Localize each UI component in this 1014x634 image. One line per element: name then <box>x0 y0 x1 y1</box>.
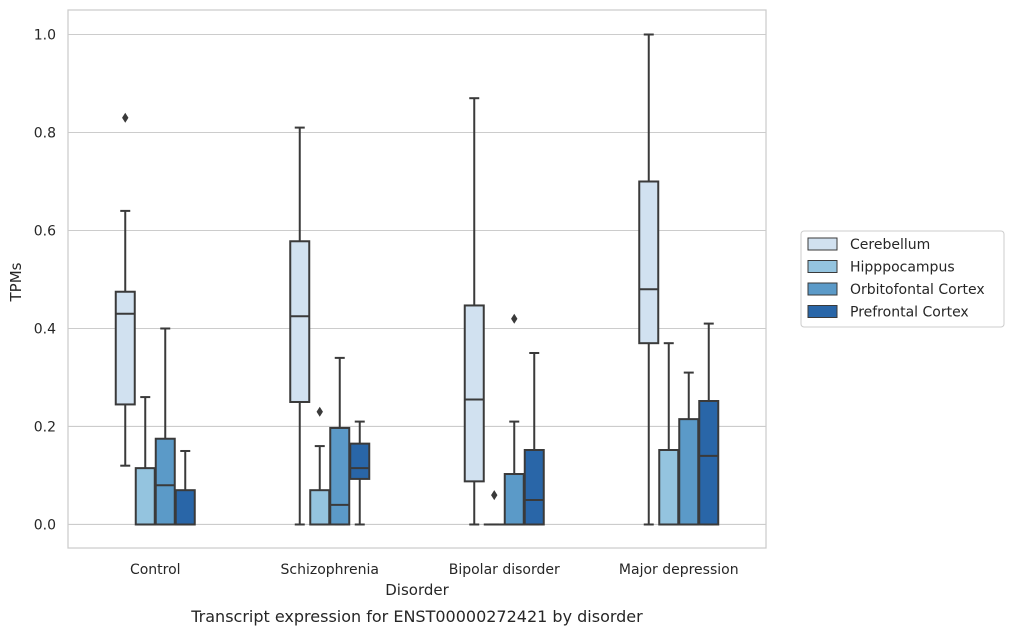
y-tick-label: 0.2 <box>34 419 56 435</box>
box-hipppocampus <box>483 490 505 526</box>
legend-label: Cerebellum <box>850 237 930 253</box>
box-prefrontal-cortex <box>349 420 371 526</box>
legend-swatch <box>807 282 838 296</box>
x-tick-labels: Control Schizophrenia Bipolar disorder Majo… <box>130 562 739 578</box>
box-body <box>289 240 311 403</box>
x-axis-label: Disorder <box>385 581 449 599</box>
box-orbitofontal-cortex <box>678 371 700 526</box>
box-hipppocampus <box>658 342 680 526</box>
box-body <box>349 442 371 480</box>
box-cerebellum <box>289 126 311 526</box>
box-body <box>174 489 196 526</box>
box-prefrontal-cortex <box>698 322 720 526</box>
legend-swatch <box>807 237 838 251</box>
legend-items: Cerebellum Hipppocampus Orbitofontal Corte… <box>807 237 985 321</box>
box-prefrontal-cortex <box>523 351 545 526</box>
legend-swatch <box>807 305 838 318</box>
box-hipppocampus <box>134 396 156 526</box>
box-orbitofontal-cortex <box>329 356 351 526</box>
box-hipppocampus <box>309 406 331 526</box>
box-body <box>329 426 351 526</box>
box-prefrontal-cortex <box>174 449 196 526</box>
y-tick-label: 0.8 <box>34 125 56 141</box>
box-cerebellum <box>463 97 485 526</box>
y-axis-label: TPMs <box>7 262 25 302</box>
box-body <box>678 418 700 526</box>
legend-label: Orbitofontal Cortex <box>850 282 985 298</box>
x-tick-label: Major depression <box>619 562 739 578</box>
box-orbitofontal-cortex <box>503 313 525 526</box>
box-body <box>523 449 545 526</box>
box-body <box>134 467 156 526</box>
box-body <box>309 489 331 526</box>
x-tick-label: Bipolar disorder <box>449 562 560 578</box>
y-tick-labels: 0.0 0.2 0.4 0.6 0.8 1.0 <box>34 27 56 533</box>
legend: Cerebellum Hipppocampus Orbitofontal Corte… <box>800 230 1005 328</box>
outlier-point <box>511 313 518 324</box>
y-tick-label: 0.6 <box>34 223 56 239</box>
box-body <box>503 473 525 526</box>
legend-frame <box>800 230 1005 328</box>
legend-swatch <box>807 260 838 273</box>
x-tick-label: Control <box>130 562 181 578</box>
box-body <box>114 290 136 406</box>
y-tick-label: 0.4 <box>34 321 56 337</box>
plot-frame <box>67 9 767 549</box>
outlier-point <box>491 490 498 501</box>
outlier-point <box>122 112 129 123</box>
box-body <box>463 304 485 483</box>
box-body <box>658 449 680 526</box>
y-tick-label: 0.0 <box>34 517 56 533</box>
y-tick-label: 1.0 <box>34 27 56 43</box>
box-body <box>698 400 720 526</box>
chart-caption: Transcript expression for ENST0000027242… <box>190 607 643 626</box>
box-orbitofontal-cortex <box>154 327 176 526</box>
box-cerebellum <box>638 33 660 526</box>
box-marks <box>114 33 720 526</box>
x-tick-label: Schizophrenia <box>281 562 379 578</box>
box-body <box>154 437 176 526</box>
legend-label: Prefrontal Cortex <box>850 305 969 321</box>
box-body <box>638 180 660 345</box>
legend-label: Hipppocampus <box>850 260 955 276</box>
box-cerebellum <box>114 112 136 467</box>
outlier-point <box>316 406 323 417</box>
